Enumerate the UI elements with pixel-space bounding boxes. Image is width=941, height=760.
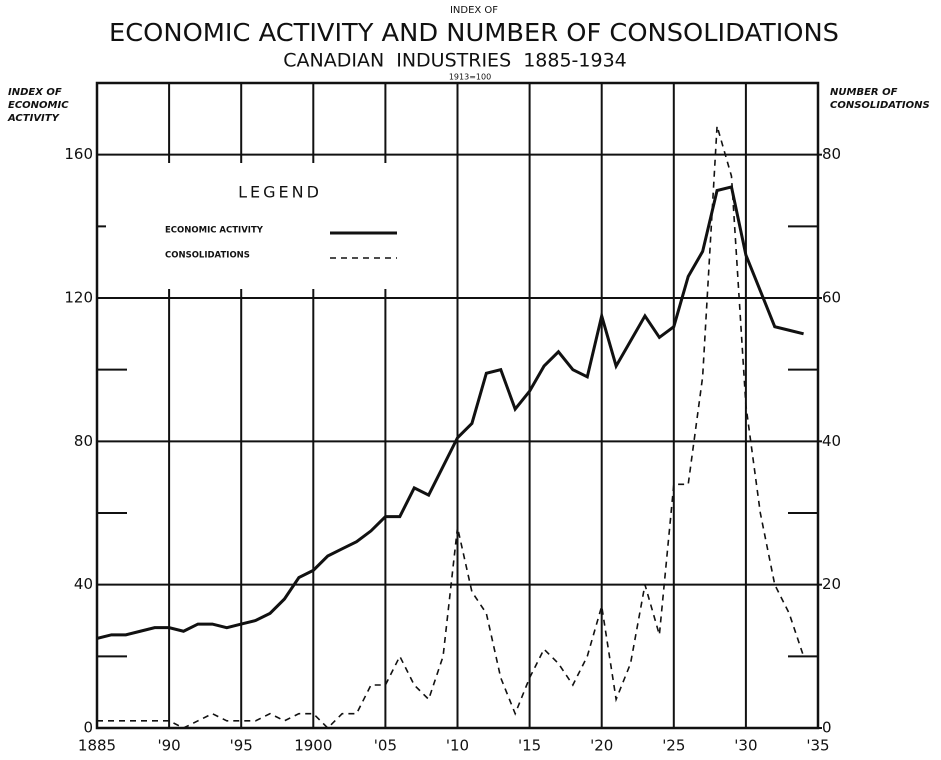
x-tick-label: '05: [374, 737, 397, 755]
supertitle: INDEX OF: [450, 5, 498, 16]
x-tick-label: '35: [806, 737, 829, 755]
chart-title: ECONOMIC ACTIVITY AND NUMBER OF CONSOLID…: [109, 18, 839, 47]
y2-axis-label: CONSOLIDATIONS: [830, 100, 930, 111]
y2-tick-label: 60: [822, 289, 841, 307]
y2-tick-label: 80: [822, 145, 841, 163]
x-tick-label: '20: [590, 737, 613, 755]
legend-label: CONSOLIDATIONS: [165, 251, 250, 261]
legend-label: ECONOMIC ACTIVITY: [165, 226, 264, 236]
x-tick-label: '30: [734, 737, 757, 755]
y-tick-label: 40: [74, 575, 93, 593]
subtitle: CANADIAN INDUSTRIES 1885-1934: [283, 50, 627, 72]
series-line: [96, 185, 804, 640]
y2-tick-label: 40: [822, 432, 841, 450]
y2-tick-label: 0: [822, 719, 832, 737]
x-tick-label: '90: [157, 737, 180, 755]
x-tick-label: 1885: [78, 737, 116, 755]
x-tick-label: '25: [662, 737, 685, 755]
y2-axis-label: NUMBER OF: [830, 87, 898, 98]
legend: LEGEND ECONOMIC ACTIVITY CONSOLIDATIONS: [106, 163, 406, 289]
x-tick-label: 1900: [294, 737, 332, 755]
y-axis-label: ECONOMIC: [8, 100, 69, 111]
y-tick-label: 80: [74, 432, 93, 450]
note: 1913=100: [449, 73, 491, 82]
x-tick-label: '10: [446, 737, 469, 755]
y-tick-label: 0: [83, 719, 93, 737]
legend-title: LEGEND: [238, 183, 322, 202]
y-tick-label: 160: [64, 145, 93, 163]
series-line: [97, 125, 805, 730]
x-tick-label: '95: [230, 737, 253, 755]
legend-box: [106, 163, 406, 289]
y-tick-label: 120: [64, 289, 93, 307]
y-axis-label: ACTIVITY: [7, 113, 61, 124]
y-axis-label: INDEX OF: [8, 87, 62, 98]
y2-tick-label: 20: [822, 575, 841, 593]
x-tick-label: '15: [518, 737, 541, 755]
